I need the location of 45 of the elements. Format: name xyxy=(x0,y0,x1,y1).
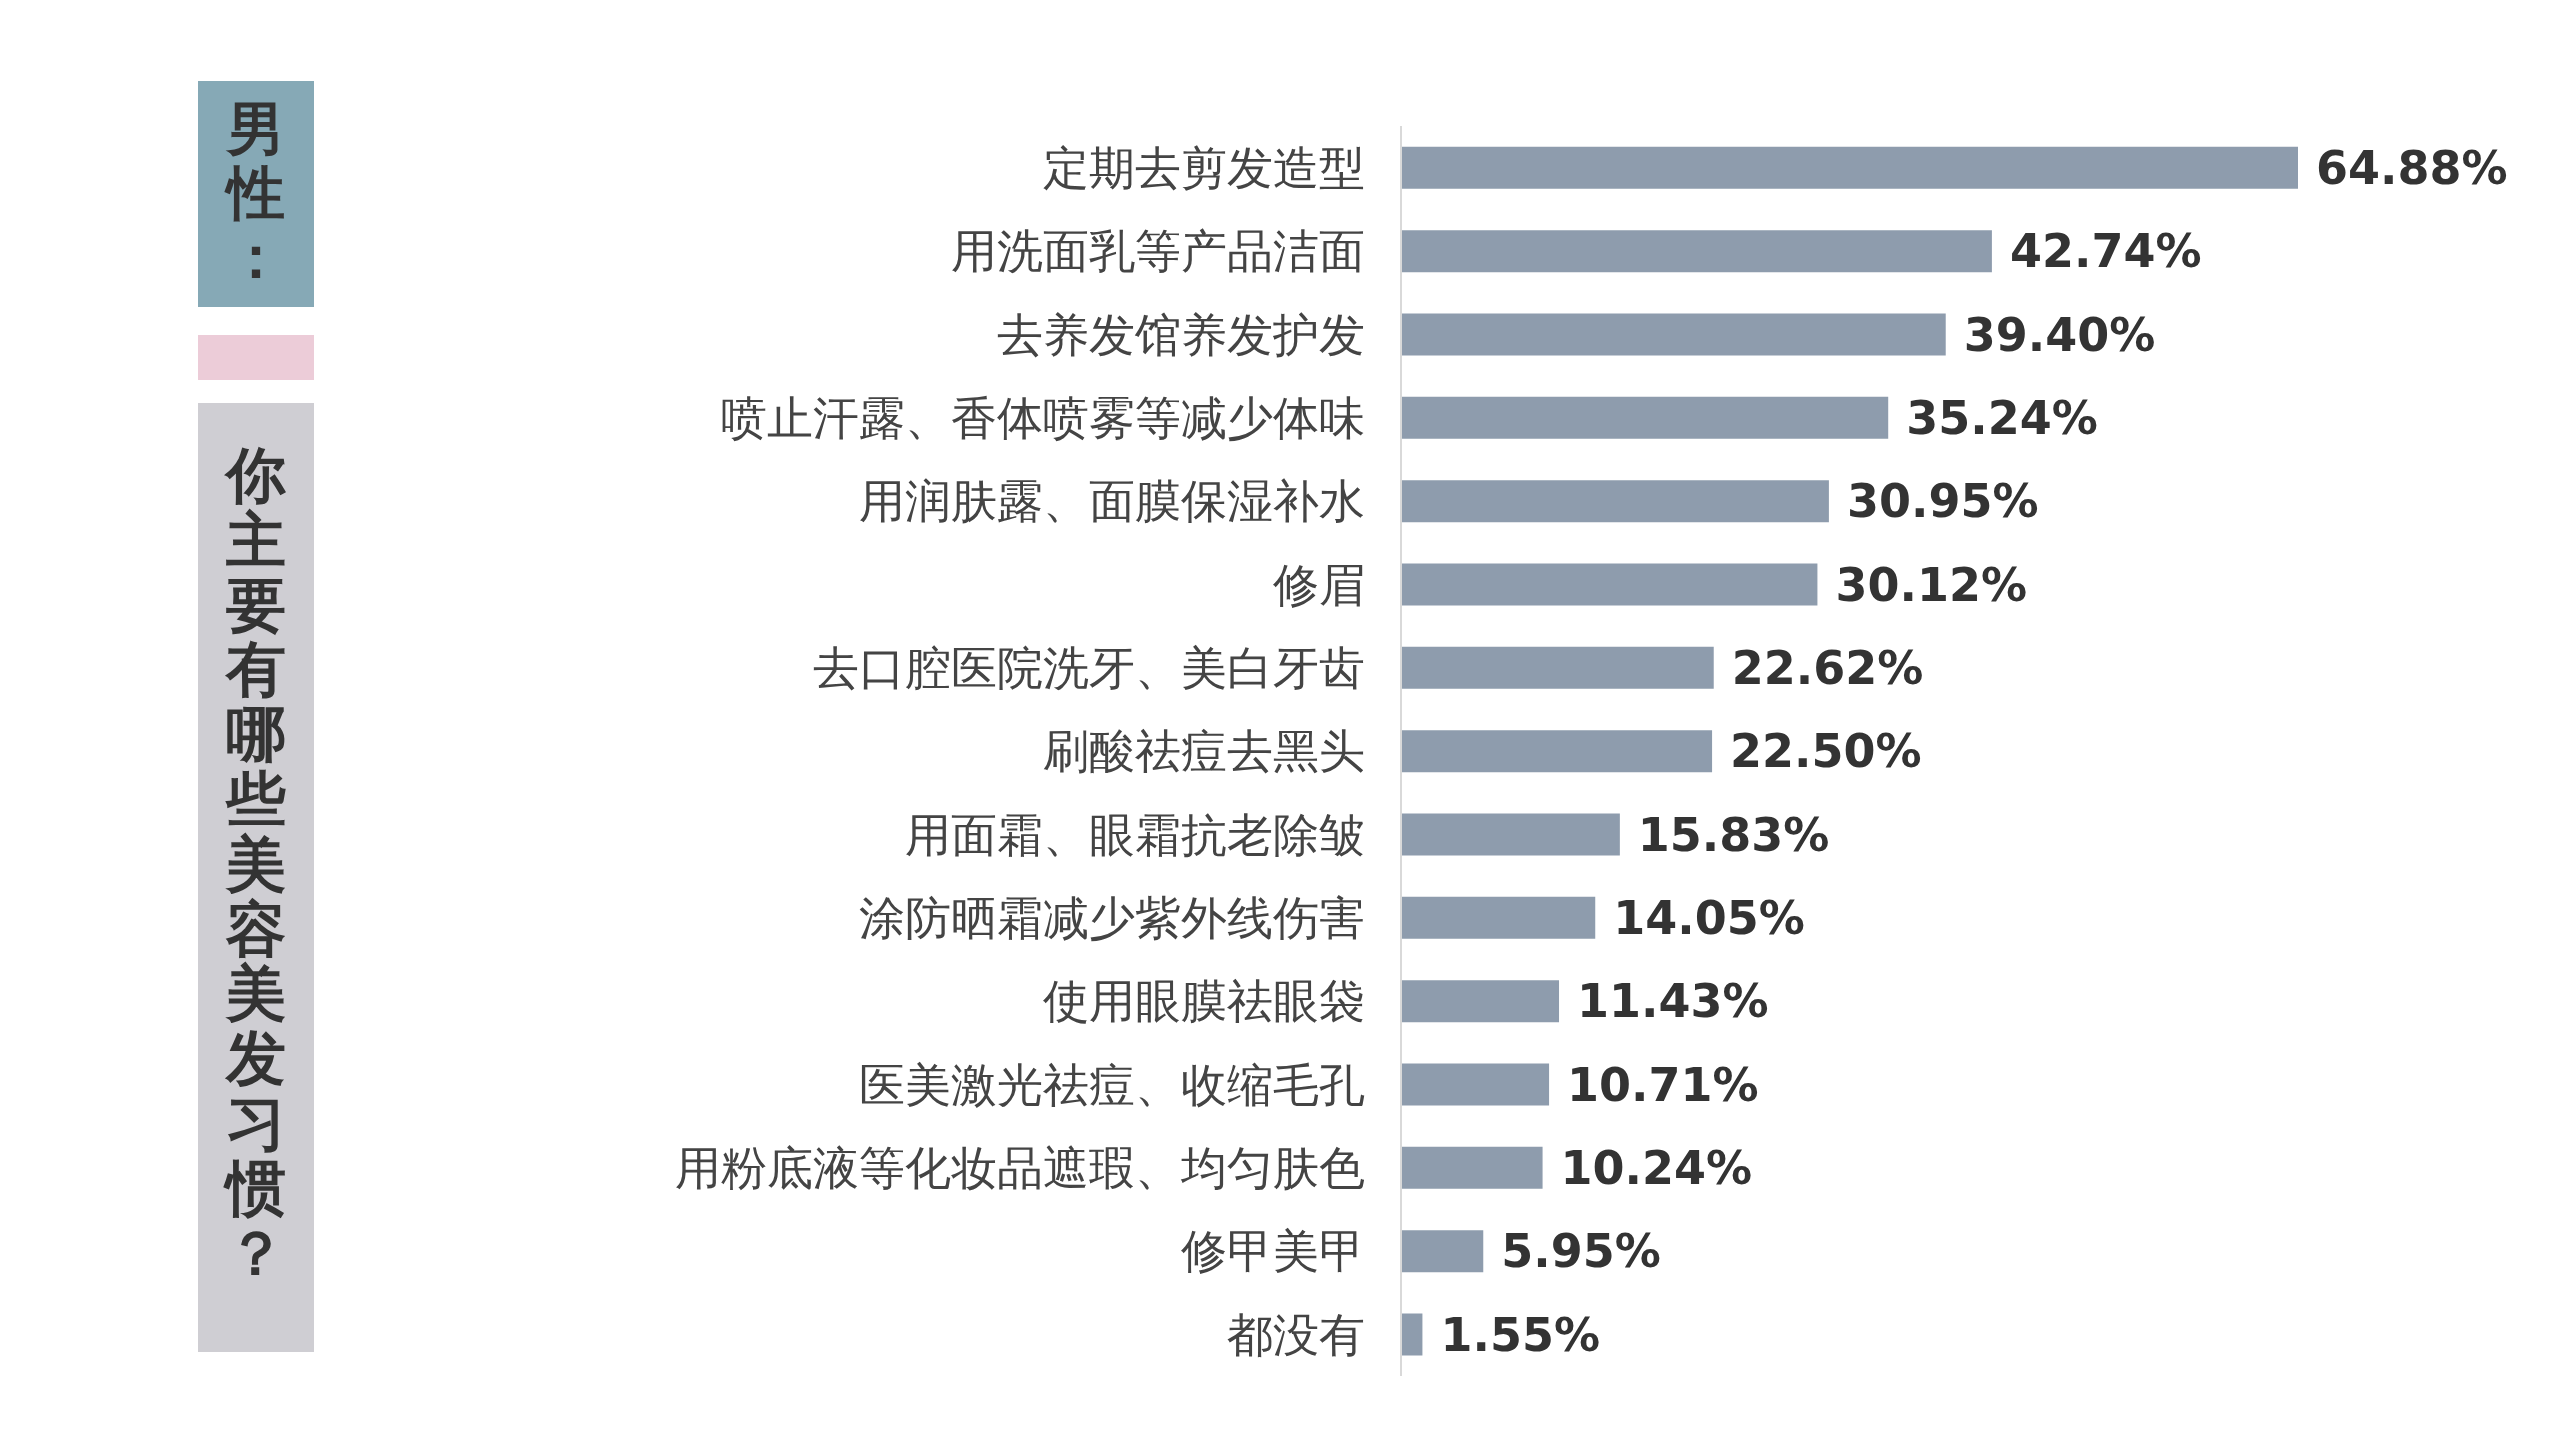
bar xyxy=(1401,313,1946,356)
y-tick-label: 修眉 xyxy=(1273,557,1365,612)
y-tick-label: 医美激光祛痘、收缩毛孔 xyxy=(859,1057,1365,1112)
bar xyxy=(1401,1063,1550,1106)
data-label: 39.40% xyxy=(1963,307,2156,362)
y-tick-label: 定期去剪发造型 xyxy=(1043,141,1365,195)
bar xyxy=(1401,1146,1543,1189)
data-label: 42.74% xyxy=(2009,224,2202,279)
y-tick-label: 修甲美甲 xyxy=(1181,1224,1365,1279)
y-tick-label: 用面霜、眼霜抗老除皱 xyxy=(905,807,1365,862)
bar xyxy=(1401,480,1829,523)
data-label: 22.50% xyxy=(1730,724,1922,779)
data-label: 5.95% xyxy=(1501,1224,1661,1279)
bar xyxy=(1401,980,1560,1023)
bar xyxy=(1401,1313,1423,1356)
data-label: 15.83% xyxy=(1637,807,1830,862)
data-label: 30.95% xyxy=(1846,474,2039,529)
y-tick-label: 用润肤露、面膜保湿补水 xyxy=(859,474,1365,529)
data-label: 30.12% xyxy=(1835,557,2028,612)
bar xyxy=(1401,1230,1484,1273)
bar xyxy=(1401,813,1620,856)
y-tick-label: 涂防晒霜减少紫外线伤害 xyxy=(859,891,1365,945)
y-tick-label: 使用眼膜祛眼袋 xyxy=(1043,974,1365,1029)
data-label: 64.88% xyxy=(2316,141,2508,196)
y-tick-label: 用洗面乳等产品洁面 xyxy=(951,224,1365,279)
y-tick-label: 去养发馆养发护发 xyxy=(997,307,1365,362)
data-label: 10.71% xyxy=(1567,1057,1759,1112)
bar xyxy=(1401,563,1818,606)
y-tick-label: 都没有 xyxy=(1227,1307,1365,1362)
bar xyxy=(1401,230,1992,273)
data-label: 11.43% xyxy=(1577,974,1769,1029)
y-tick-label: 刷酸祛痘去黑头 xyxy=(1043,724,1365,779)
bar xyxy=(1401,396,1889,439)
data-label: 35.24% xyxy=(1906,391,2098,446)
data-label: 14.05% xyxy=(1613,891,1805,946)
data-label: 10.24% xyxy=(1560,1141,1753,1196)
bar xyxy=(1401,146,2298,189)
y-tick-label: 用粉底液等化妆品遮瑕、均匀肤色 xyxy=(675,1141,1365,1195)
bar xyxy=(1401,896,1596,939)
y-tick-label: 喷止汗露、香体喷雾等减少体味 xyxy=(721,391,1365,445)
y-tick-label: 去口腔医院洗牙、美白牙齿 xyxy=(813,641,1365,695)
bar xyxy=(1401,646,1714,689)
bar xyxy=(1401,730,1713,773)
data-label: 1.55% xyxy=(1440,1307,1601,1362)
data-label: 22.62% xyxy=(1731,641,1924,696)
